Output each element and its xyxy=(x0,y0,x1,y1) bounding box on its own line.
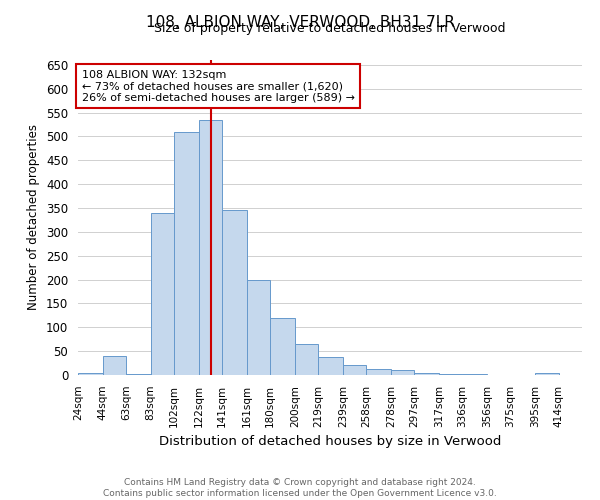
Bar xyxy=(126,374,151,375)
Bar xyxy=(439,374,463,375)
Bar xyxy=(367,370,391,375)
Bar xyxy=(270,318,295,375)
Bar xyxy=(174,132,199,375)
Bar xyxy=(535,372,559,375)
Bar xyxy=(391,370,415,375)
Text: Contains HM Land Registry data © Crown copyright and database right 2024.
Contai: Contains HM Land Registry data © Crown c… xyxy=(103,478,497,498)
Bar xyxy=(103,356,126,375)
Bar xyxy=(222,210,247,375)
X-axis label: Distribution of detached houses by size in Verwood: Distribution of detached houses by size … xyxy=(159,435,501,448)
Bar xyxy=(78,373,103,375)
Bar xyxy=(318,357,343,375)
Bar xyxy=(247,280,270,375)
Text: 108 ALBION WAY: 132sqm
← 73% of detached houses are smaller (1,620)
26% of semi-: 108 ALBION WAY: 132sqm ← 73% of detached… xyxy=(82,70,355,102)
Bar xyxy=(151,212,174,375)
Bar xyxy=(343,366,367,375)
Bar xyxy=(415,372,439,375)
Text: 108, ALBION WAY, VERWOOD, BH31 7LR: 108, ALBION WAY, VERWOOD, BH31 7LR xyxy=(146,15,454,30)
Bar xyxy=(199,120,222,375)
Bar xyxy=(463,374,487,375)
Bar xyxy=(295,344,318,375)
Y-axis label: Number of detached properties: Number of detached properties xyxy=(28,124,40,310)
Title: Size of property relative to detached houses in Verwood: Size of property relative to detached ho… xyxy=(154,22,506,35)
